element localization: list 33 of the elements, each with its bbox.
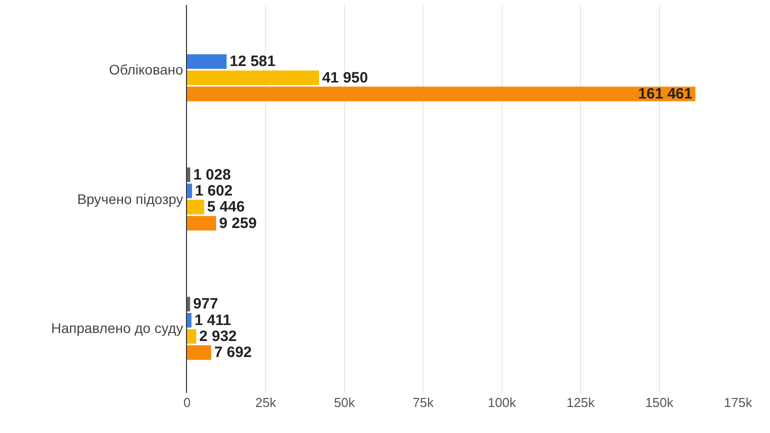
data-label: 12 581	[230, 53, 276, 70]
data-label: 41 950	[322, 69, 368, 86]
x-tick-label: 150k	[645, 395, 674, 410]
bar	[187, 200, 204, 214]
y-tick-label: Обліковано	[108, 62, 184, 78]
data-label: 2 932	[199, 328, 237, 345]
x-tick-label: 125k	[566, 395, 596, 410]
data-label: 1 411	[194, 312, 232, 329]
data-label: 7 692	[214, 344, 252, 362]
bar	[187, 329, 196, 344]
x-tick-label: 100k	[488, 395, 516, 410]
x-tick-label: 50k	[334, 395, 356, 410]
data-label: 5 446	[207, 198, 245, 216]
x-tick-label: 0	[183, 395, 191, 410]
data-label: 1 028	[193, 166, 231, 184]
bar	[187, 54, 227, 69]
bar	[187, 312, 192, 328]
bar	[187, 216, 216, 231]
x-tick-label: 25k	[255, 395, 277, 410]
bar	[187, 86, 696, 102]
bar	[187, 167, 190, 182]
x-tick-label: 75k	[412, 395, 434, 410]
bar	[187, 345, 212, 360]
bar	[187, 184, 192, 198]
y-tick-label: Вручено підозру	[77, 190, 184, 207]
data-label: 1 602	[195, 182, 233, 200]
data-label: 161 461	[638, 85, 692, 102]
x-tick-label: 175k	[724, 395, 753, 410]
data-label: 9 259	[219, 214, 257, 232]
bar	[187, 70, 320, 86]
data-label: 977	[193, 296, 218, 313]
y-tick-label: Направлено до суду	[51, 320, 184, 336]
bar	[187, 296, 190, 312]
